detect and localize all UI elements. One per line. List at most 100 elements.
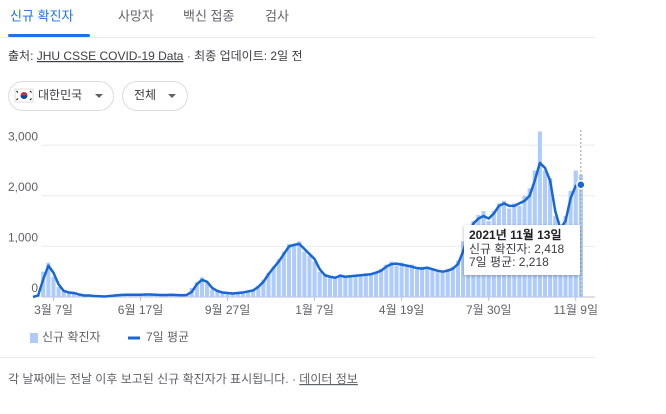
filter-label: 대한민국 (38, 88, 82, 102)
footer-note: 각 날짜에는 전날 이후 보고된 신규 확진자가 표시됩니다. · 데이터 정보 (8, 372, 358, 386)
bar (333, 278, 338, 297)
tooltip-box (464, 225, 580, 275)
bar (537, 131, 542, 297)
separator: · (187, 49, 191, 63)
bar (245, 290, 251, 297)
bar (225, 292, 230, 297)
bar (373, 271, 379, 297)
bar (220, 292, 225, 297)
bar (338, 274, 343, 297)
legend-label: 7일 평균 (146, 330, 189, 344)
bar (66, 291, 71, 297)
bar (210, 289, 215, 297)
x-tick-label: 3월 7일 (34, 303, 73, 317)
chart: 0 1,000 2,000 3,000 3월 7일 6월 17일 9월 27일 1월 7일 4월… (8, 129, 598, 317)
bar (440, 272, 445, 297)
bar (251, 289, 256, 297)
bar (343, 277, 348, 297)
bar (205, 282, 210, 297)
bar (148, 294, 153, 297)
bar (302, 251, 307, 297)
tooltip-line: 7일 평균: 2,218 (469, 255, 549, 269)
filter-chip[interactable] (122, 81, 188, 111)
tooltip-title: 2021년 11월 13일 (469, 227, 562, 242)
bar (414, 269, 420, 297)
flag-icon (14, 88, 34, 103)
bar (409, 264, 414, 297)
updated: 최종 업데이트: 2일 전 (194, 49, 302, 63)
bar (271, 266, 276, 297)
legend-label: 신규 확진자 (42, 330, 101, 344)
tab[interactable]: 검사 (265, 8, 289, 23)
tab[interactable]: 백신 접종 (183, 8, 234, 23)
dropdown-arrow (95, 94, 103, 98)
bar (215, 291, 220, 297)
bar (425, 268, 430, 297)
bar (461, 241, 466, 297)
bar (297, 241, 302, 297)
footer-link[interactable]: 데이터 정보 (299, 372, 358, 386)
bar (41, 271, 46, 297)
bar (56, 286, 61, 297)
bar (450, 266, 455, 297)
bar (71, 293, 77, 297)
bar (368, 275, 373, 297)
bar (379, 268, 384, 297)
x-tick-label: 9월 27일 (205, 303, 250, 317)
tab-indicator (8, 34, 90, 37)
bar (445, 268, 450, 297)
filter-label: 전체 (134, 88, 156, 102)
bar (281, 251, 286, 297)
y-tick-label: 0 (31, 281, 38, 295)
y-tick-label: 1,000 (8, 231, 38, 245)
bar (138, 294, 143, 297)
bar (230, 293, 235, 297)
x-tick-label: 7월 30일 (466, 303, 511, 317)
source-link[interactable]: JHU CSSE COVID-19 Data (37, 49, 184, 63)
tab[interactable]: 신규 확진자 (10, 8, 73, 23)
bar (455, 260, 461, 297)
x-tick-label: 1월 7일 (295, 303, 334, 317)
bar (199, 277, 205, 297)
bar (286, 243, 292, 297)
bar (358, 276, 363, 297)
bar (327, 277, 333, 297)
bar (348, 275, 353, 297)
bar (276, 259, 281, 297)
note: 각 날짜에는 전날 이후 보고된 신규 확진자가 표시됩니다. (8, 372, 289, 386)
bar (194, 281, 199, 297)
bar (389, 261, 394, 297)
bar (61, 291, 66, 297)
bar (174, 295, 179, 297)
bar (266, 272, 271, 297)
bar (394, 265, 399, 297)
separator: · (292, 372, 296, 386)
filter-chip[interactable] (8, 81, 114, 111)
bar (322, 274, 327, 297)
bar (399, 262, 404, 297)
bar (292, 245, 297, 297)
bar (307, 255, 312, 297)
bar (77, 294, 82, 297)
source-line: 출처: JHU CSSE COVID-19 Data · 최종 업데이트: 2일… (8, 49, 303, 63)
x-tick-label: 4월 19일 (379, 303, 424, 317)
x-tick-label: 6월 17일 (118, 303, 163, 317)
bar (312, 261, 317, 297)
source-prefix: 출처: (8, 49, 33, 63)
bar (363, 273, 368, 297)
hover-dot (576, 180, 586, 190)
bar (51, 276, 56, 297)
dropdown-arrow (168, 94, 176, 98)
bar (404, 266, 409, 297)
tab[interactable]: 사망자 (118, 8, 154, 23)
bar (353, 274, 358, 297)
bar (261, 279, 266, 297)
legend-swatch (30, 333, 38, 343)
bar (384, 264, 389, 297)
y-tick-label: 2,000 (8, 180, 38, 194)
bar (317, 271, 322, 297)
bar (420, 266, 425, 297)
bar (46, 262, 51, 297)
